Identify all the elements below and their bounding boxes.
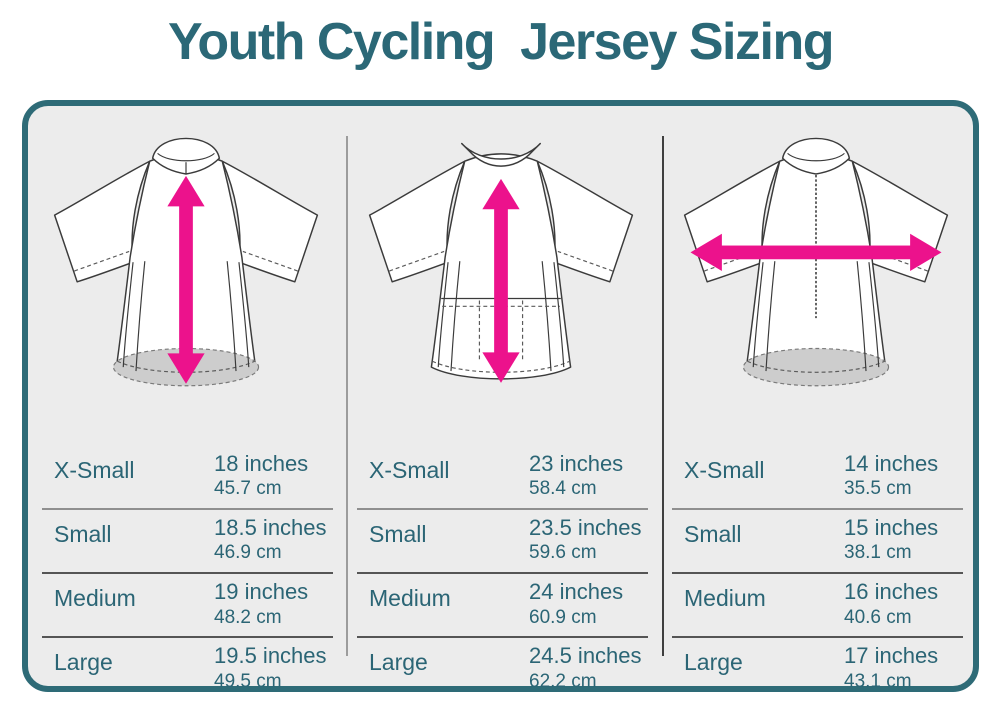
inches-value: 14 inches	[844, 451, 939, 476]
inches-value: 19 inches	[214, 579, 309, 605]
cm-value: 35.5 cm	[844, 478, 912, 500]
inches-value: 24.5 inches	[529, 643, 642, 669]
size-label: X-Small	[684, 457, 765, 483]
chest-width-size-table: X-Small 14 inches 35.5 cm Small 15 inche…	[672, 446, 963, 700]
table-row: Large 19.5 inches 49.5 cm	[42, 636, 333, 700]
back-length-section: X-Small 23 inches 58.4 cm Small 23.5 inc…	[343, 106, 658, 700]
front-length-arrow	[166, 175, 205, 384]
inches-value: 16 inches	[844, 579, 939, 605]
cm-value: 49.5 cm	[214, 670, 282, 692]
size-label: Large	[54, 649, 113, 676]
size-label: Medium	[369, 585, 451, 612]
sizing-panel: X-Small 18 inches 45.7 cm Small 18.5 inc…	[22, 100, 979, 692]
table-row: Medium 24 inches 60.9 cm	[357, 572, 648, 636]
cm-value: 60.9 cm	[529, 606, 597, 628]
collar	[151, 137, 220, 175]
size-label: Small	[54, 521, 112, 548]
front-length-section: X-Small 18 inches 45.7 cm Small 18.5 inc…	[28, 106, 343, 700]
cm-value: 62.2 cm	[529, 670, 597, 692]
cm-value: 46.9 cm	[214, 542, 282, 564]
table-row: X-Small 18 inches 45.7 cm	[42, 446, 333, 508]
collar	[781, 137, 850, 175]
back-length-size-table: X-Small 23 inches 58.4 cm Small 23.5 inc…	[357, 446, 648, 700]
hem-opening	[742, 347, 889, 387]
inches-value: 18 inches	[214, 451, 309, 476]
table-row: Medium 19 inches 48.2 cm	[42, 572, 333, 636]
table-row: Small 18.5 inches 46.9 cm	[42, 508, 333, 572]
jersey-chest-width-icon	[683, 137, 948, 387]
cm-value: 59.6 cm	[529, 542, 597, 564]
jersey-front-view-illustration	[28, 106, 343, 440]
size-label: Large	[684, 649, 743, 676]
jersey-front-length-icon	[53, 137, 318, 387]
table-row: Small 15 inches 38.1 cm	[672, 508, 963, 572]
size-label: Large	[369, 649, 428, 676]
size-label: Small	[369, 521, 427, 548]
size-label: X-Small	[369, 457, 450, 483]
table-row: Medium 16 inches 40.6 cm	[672, 572, 963, 636]
page-title: Youth Cycling Jersey Sizing	[168, 13, 834, 71]
inches-value: 17 inches	[844, 643, 939, 669]
cm-value: 43.1 cm	[844, 670, 912, 692]
back-collar	[460, 142, 541, 167]
size-label: Small	[684, 521, 742, 548]
cm-value: 40.6 cm	[844, 606, 912, 628]
size-label: Medium	[54, 585, 136, 612]
table-row: Large 24.5 inches 62.2 cm	[357, 636, 648, 700]
inches-value: 24 inches	[529, 579, 624, 605]
jersey-chest-view-illustration	[658, 106, 973, 440]
jersey-back-length-icon	[368, 142, 633, 383]
chest-width-section: X-Small 14 inches 35.5 cm Small 15 inche…	[658, 106, 973, 700]
inches-value: 23 inches	[529, 451, 624, 476]
inches-value: 18.5 inches	[214, 515, 327, 541]
cm-value: 38.1 cm	[844, 542, 912, 564]
front-length-size-table: X-Small 18 inches 45.7 cm Small 18.5 inc…	[42, 446, 333, 700]
cm-value: 45.7 cm	[214, 478, 282, 500]
table-row: Large 17 inches 43.1 cm	[672, 636, 963, 700]
column-divider	[346, 136, 349, 656]
size-label: Medium	[684, 585, 766, 612]
back-length-arrow	[481, 178, 520, 383]
inches-value: 23.5 inches	[529, 515, 642, 541]
cm-value: 48.2 cm	[214, 606, 282, 628]
column-divider	[662, 136, 665, 656]
inches-value: 15 inches	[844, 515, 939, 541]
size-label: X-Small	[54, 457, 135, 483]
table-row: X-Small 14 inches 35.5 cm	[672, 446, 963, 508]
table-row: X-Small 23 inches 58.4 cm	[357, 446, 648, 508]
inches-value: 19.5 inches	[214, 643, 327, 669]
chest-width-arrow	[689, 233, 942, 272]
jersey-back-view-illustration	[343, 106, 658, 440]
table-row: Small 23.5 inches 59.6 cm	[357, 508, 648, 572]
cm-value: 58.4 cm	[529, 478, 597, 500]
